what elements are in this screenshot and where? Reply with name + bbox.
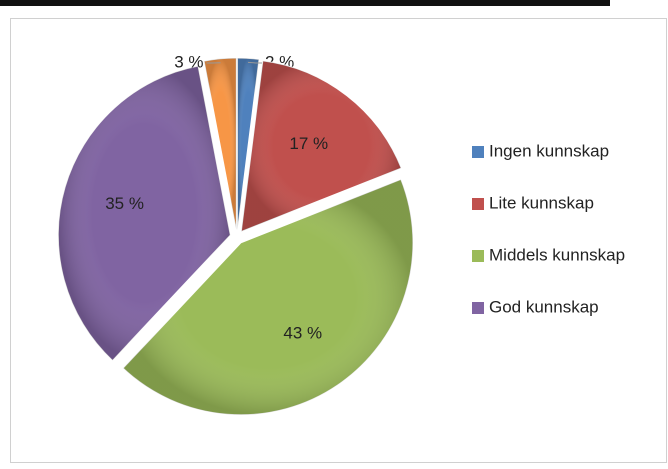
- data-label: 3 %: [174, 52, 203, 71]
- cut-off-header: [0, 0, 610, 6]
- legend-label: God kunnskap: [489, 297, 599, 316]
- data-label: 35 %: [105, 194, 144, 213]
- legend-label: Lite kunnskap: [489, 193, 594, 212]
- legend-label: Middels kunnskap: [489, 245, 625, 264]
- legend-label: Ingen kunnskap: [489, 141, 609, 160]
- legend-swatch: [472, 302, 484, 314]
- legend-swatch: [472, 198, 484, 210]
- data-label: 17 %: [289, 134, 328, 153]
- legend-swatch: [472, 250, 484, 262]
- data-label: 43 %: [283, 323, 322, 342]
- legend-swatch: [472, 146, 484, 158]
